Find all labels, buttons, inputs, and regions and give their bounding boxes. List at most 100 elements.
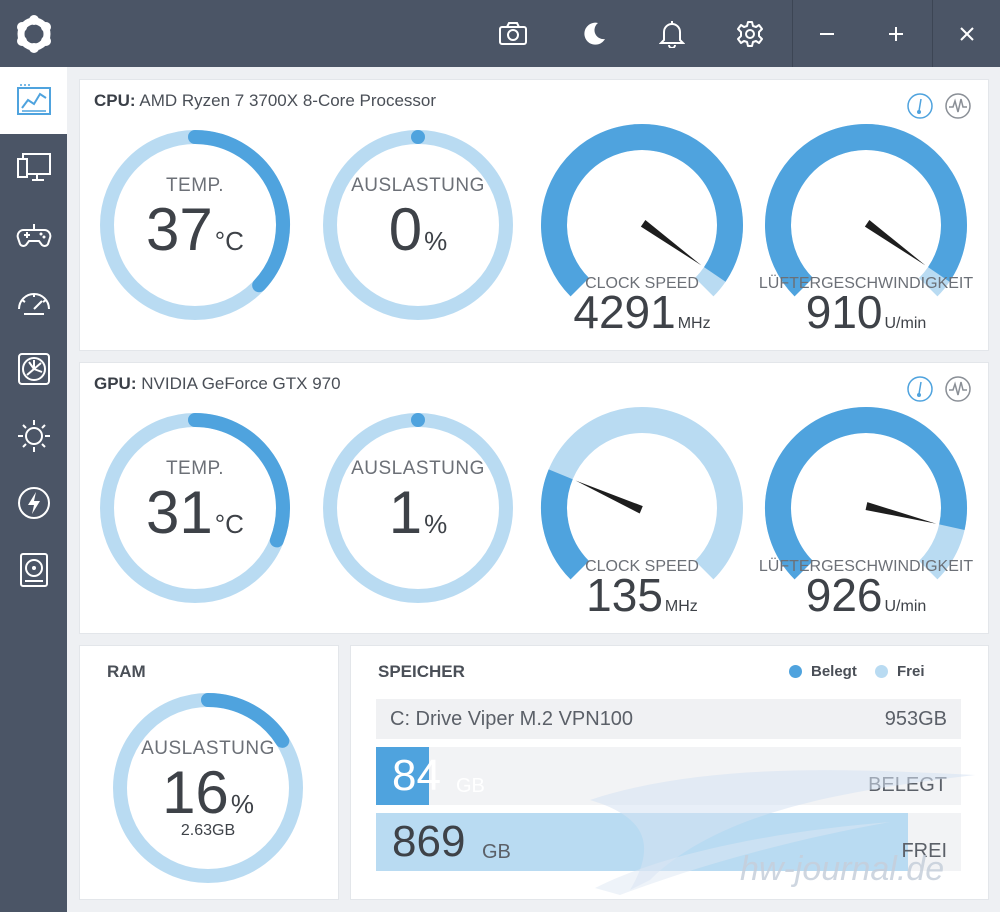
waveform-icon[interactable] — [945, 376, 971, 402]
ram-label: AUSLASTUNG — [141, 738, 275, 759]
drive-selector[interactable]: C: Drive Viper M.2 VPN100 953GB — [376, 699, 961, 739]
gpu-fan-fill — [765, 407, 967, 580]
dashboard-icon — [16, 83, 51, 115]
sidebar-item-gaming[interactable] — [0, 201, 67, 268]
thermometer-icon[interactable] — [907, 93, 933, 119]
moon-icon — [584, 22, 605, 45]
cpu-fan-fill — [765, 124, 967, 297]
storage-icon — [19, 552, 48, 587]
thermometer-icon[interactable] — [907, 376, 933, 402]
gpu-title: GPU: NVIDIA GeForce GTX 970 — [94, 374, 341, 394]
legend-free-label: Frei — [897, 663, 925, 680]
gpu-temp-indicator — [188, 413, 290, 548]
gamepad-icon — [16, 223, 51, 247]
cpu-temp-unit: °C — [214, 226, 244, 256]
cpu-fan-number: 910 — [805, 286, 883, 338]
drive-name: C: Drive Viper M.2 VPN100 — [390, 708, 634, 730]
notifications-button[interactable] — [642, 0, 702, 67]
cpu-fan-unit: U/min — [884, 315, 927, 332]
sidebar-item-dashboard[interactable] — [0, 67, 67, 134]
cpu-temp-indicator — [188, 130, 290, 293]
sidebar-item-system[interactable] — [0, 134, 67, 201]
cpu-temp-label: TEMP. — [165, 175, 225, 196]
free-unit: GB — [482, 841, 511, 863]
gpu-load-ring — [323, 413, 513, 603]
used-bar-row: 84 GB BELEGT — [376, 747, 961, 805]
gpu-clock-dial — [541, 407, 743, 580]
close-button[interactable] — [937, 0, 997, 67]
maximize-button[interactable] — [866, 0, 926, 67]
gpu-model: NVIDIA GeForce GTX 970 — [141, 374, 341, 393]
sun-icon — [17, 419, 50, 452]
used-label: BELEGT — [868, 774, 947, 796]
ram-number: 16 — [162, 759, 229, 826]
gpu-clock-track — [541, 407, 743, 580]
ram-value: 16% — [108, 758, 308, 827]
drive-size: 953GB — [884, 708, 947, 730]
gpu-load-unit: % — [424, 509, 448, 539]
gear-icon — [737, 20, 763, 47]
maximize-icon — [889, 26, 903, 41]
cpu-clock-value: 4291 MHz — [532, 285, 752, 339]
gpu-clock-number: 135 — [586, 569, 663, 621]
gpu-fan-dial — [765, 407, 967, 580]
gpu-clock-value: 135 MHz — [532, 568, 752, 622]
cpu-title: CPU: AMD Ryzen 7 3700X 8-Core Processor — [94, 91, 436, 111]
cpu-load-number: 0 — [388, 196, 423, 263]
sidebar-item-storage[interactable] — [0, 536, 67, 603]
sidebar-item-performance[interactable] — [0, 268, 67, 335]
cpu-clock-unit: MHz — [677, 315, 711, 332]
gpu-load-indicator — [411, 413, 425, 427]
gpu-temp-unit: °C — [214, 509, 244, 539]
waveform-icon[interactable] — [945, 93, 971, 119]
bell-icon — [659, 20, 685, 48]
gpu-temp-label: TEMP. — [165, 458, 225, 479]
gpu-temp-number: 31 — [146, 479, 213, 546]
legend-used-dot — [789, 665, 802, 678]
ram-ring — [113, 693, 303, 883]
gpu-clock-label: CLOCK SPEED — [585, 558, 699, 575]
minimize-icon — [820, 32, 834, 35]
sidebar-item-power[interactable] — [0, 469, 67, 536]
gpu-load-label: AUSLASTUNG — [351, 458, 485, 479]
cpu-load-label: AUSLASTUNG — [351, 175, 485, 196]
ram-indicator — [201, 693, 290, 748]
cpu-fan-value: 910 U/min — [756, 285, 976, 339]
sidebar-item-lighting[interactable] — [0, 402, 67, 469]
cpu-load-unit: % — [424, 226, 448, 256]
speedometer-icon — [17, 292, 50, 315]
minimize-button[interactable] — [797, 0, 857, 67]
cpu-temp-ring — [100, 130, 290, 320]
app-logo-icon — [14, 14, 54, 54]
cpu-load-value: 0% — [318, 195, 518, 264]
cpu-title-prefix: CPU: — [94, 91, 136, 110]
gpu-title-prefix: GPU: — [94, 374, 137, 393]
cpu-clock-label: CLOCK SPEED — [585, 275, 699, 292]
used-bar-fill — [376, 747, 429, 805]
legend-free: Frei — [875, 663, 925, 680]
legend-used: Belegt — [789, 663, 857, 680]
cpu-temp-value: 37°C — [95, 195, 295, 264]
ram-unit: % — [230, 789, 254, 819]
settings-button[interactable] — [720, 0, 780, 67]
dark-mode-button[interactable] — [564, 0, 624, 67]
gpu-fan-needle — [865, 502, 937, 524]
cpu-clock-number: 4291 — [573, 286, 676, 338]
free-bar-row: 869 GB FREI — [376, 813, 961, 871]
free-label: FREI — [901, 840, 947, 862]
sidebar-item-fans[interactable] — [0, 335, 67, 402]
cpu-temp-number: 37 — [146, 196, 213, 263]
legend-free-dot — [875, 665, 888, 678]
separator — [932, 0, 933, 67]
lightning-icon — [17, 486, 50, 519]
screenshot-button[interactable] — [483, 0, 543, 67]
cpu-fan-label: LÜFTERGESCHWINDIGKEIT — [758, 275, 974, 292]
gpu-temp-value: 31°C — [95, 478, 295, 547]
fan-icon — [17, 352, 50, 385]
used-unit: GB — [456, 775, 485, 797]
cpu-load-ring — [323, 130, 513, 320]
gpu-fan-number: 926 — [805, 569, 883, 621]
cpu-model: AMD Ryzen 7 3700X 8-Core Processor — [139, 91, 437, 110]
separator — [792, 0, 793, 67]
cpu-clock-dial — [541, 124, 743, 297]
